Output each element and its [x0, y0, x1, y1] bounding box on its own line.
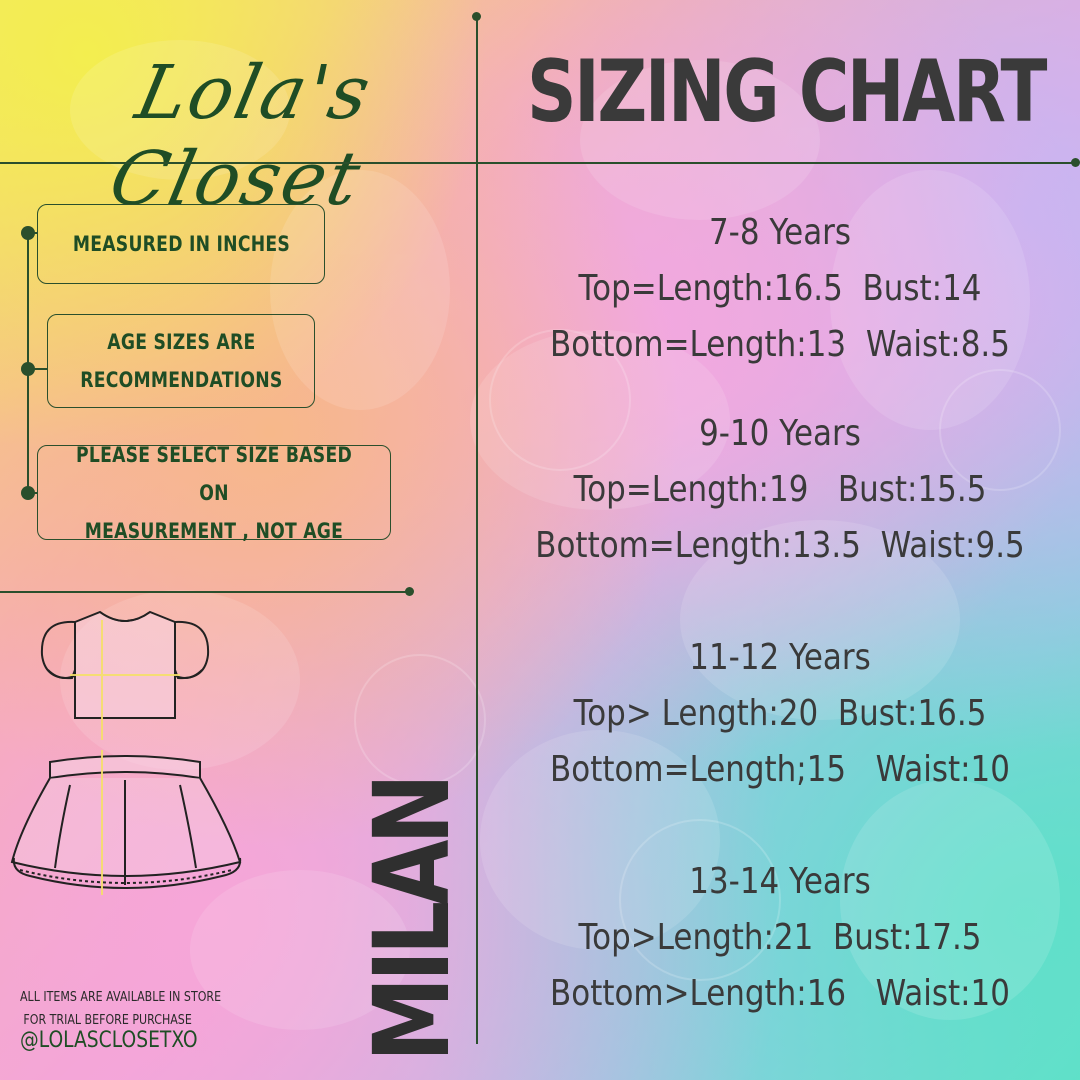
- size-top: Top>Length:21 Bust:17.5: [578, 917, 982, 958]
- note-card: PLEASE SELECT SIZE BASED ON MEASUREMENT …: [37, 443, 391, 543]
- size-age: 11-12 Years: [689, 637, 871, 678]
- note-card: AGE SIZES ARE RECOMMENDATIONS: [47, 314, 315, 408]
- timeline-connector: [28, 368, 47, 370]
- timeline-connector: [28, 232, 38, 234]
- product-name-text: MILAN: [351, 778, 473, 1062]
- size-group-11-12: 11-12 Years Top> Length:20 Bust:16.5 Bot…: [480, 630, 1080, 798]
- shirt-illustration: [40, 610, 210, 719]
- store-note: ALL ITEMS ARE AVAILABLE IN STORE FOR TRI…: [20, 986, 280, 1032]
- page-title: SIZING CHART: [527, 42, 1047, 142]
- divider-dot: [1071, 158, 1080, 167]
- note-text: MEASURED IN INCHES: [72, 232, 290, 256]
- section-divider: [0, 591, 410, 593]
- note-text: PLEASE SELECT SIZE BASED ON MEASUREMENT …: [75, 442, 352, 543]
- size-top: Top=Length:19 Bust:15.5: [573, 469, 987, 510]
- note-card: MEASURED IN INCHES: [37, 204, 325, 284]
- size-age: 9-10 Years: [699, 413, 861, 454]
- social-handle: @LOLASCLOSETXO: [20, 1028, 198, 1053]
- skirt-illustration: [10, 755, 242, 889]
- size-age: 7-8 Years: [708, 212, 852, 253]
- store-note-line: FOR TRIAL BEFORE PURCHASE: [23, 1013, 192, 1028]
- size-bottom: Bottom=Length:13.5 Waist:9.5: [535, 525, 1025, 566]
- logo-text: Lola's Closet: [102, 50, 380, 222]
- size-age: 13-14 Years: [689, 861, 871, 902]
- size-group-9-10: 9-10 Years Top=Length:19 Bust:15.5 Botto…: [480, 406, 1080, 574]
- size-bottom: Bottom>Length:16 Waist:10: [550, 973, 1010, 1014]
- brand-logo: Lola's Closet: [30, 20, 460, 222]
- timeline-connector: [28, 492, 38, 494]
- size-group-7-8: 7-8 Years Top=Length:16.5 Bust:14 Bottom…: [480, 205, 1080, 373]
- product-name: MILAN: [351, 778, 473, 1062]
- divider-dot: [472, 12, 481, 21]
- size-bottom: Bottom=Length:13 Waist:8.5: [550, 324, 1010, 365]
- note-text: AGE SIZES ARE RECOMMENDATIONS: [79, 330, 283, 392]
- size-bottom: Bottom=Length;15 Waist:10: [550, 749, 1010, 790]
- size-group-13-14: 13-14 Years Top>Length:21 Bust:17.5 Bott…: [480, 854, 1080, 1022]
- header-divider: [0, 162, 1076, 164]
- garment-illustration: [10, 610, 242, 895]
- divider-dot: [405, 587, 414, 596]
- store-note-line: ALL ITEMS ARE AVAILABLE IN STORE: [20, 990, 222, 1005]
- size-top: Top=Length:16.5 Bust:14: [578, 268, 982, 309]
- size-top: Top> Length:20 Bust:16.5: [573, 693, 987, 734]
- vertical-divider: [476, 16, 478, 1044]
